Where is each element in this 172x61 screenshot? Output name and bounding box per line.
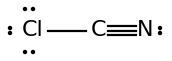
Ellipse shape — [159, 31, 162, 35]
Ellipse shape — [24, 51, 26, 53]
Ellipse shape — [8, 26, 12, 30]
Ellipse shape — [8, 31, 12, 35]
Ellipse shape — [31, 8, 35, 10]
Text: C: C — [90, 20, 106, 41]
Text: Cl: Cl — [22, 20, 44, 41]
Ellipse shape — [159, 26, 162, 30]
Ellipse shape — [31, 51, 35, 53]
Text: N: N — [137, 20, 153, 41]
Ellipse shape — [24, 8, 26, 10]
